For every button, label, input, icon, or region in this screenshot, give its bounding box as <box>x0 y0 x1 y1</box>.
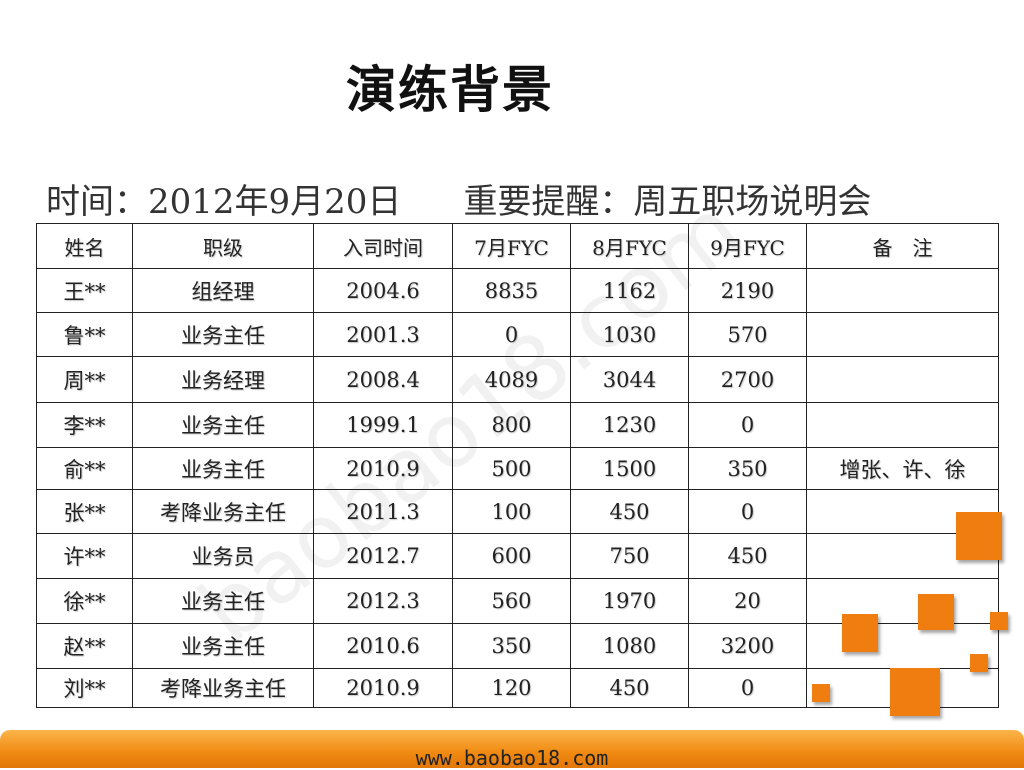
table-cell: 350 <box>452 623 571 669</box>
table-cell: 鲁** <box>36 312 133 357</box>
table-cell: 业务主任 <box>132 578 314 624</box>
table-cell: 4089 <box>452 356 571 403</box>
header-join-date: 入司时间 <box>313 223 453 269</box>
table-row: 刘** 考降业务主任 2010.9 120 450 0 <box>36 668 999 708</box>
table-cell: 500 <box>452 447 571 490</box>
decorative-square <box>918 594 954 630</box>
table-cell <box>806 268 999 313</box>
table-cell: 李** <box>36 402 133 448</box>
time-label: 时间：2012年9月20日 <box>46 182 402 222</box>
table-cell: 600 <box>452 533 571 579</box>
header-remarks: 备 注 <box>806 223 999 269</box>
decorative-square <box>970 654 988 672</box>
table-cell <box>806 402 999 448</box>
footer-url: www.baobao18.com <box>415 746 609 770</box>
table-cell: 1230 <box>570 402 689 448</box>
table-row: 俞** 业务主任 2010.9 500 1500 350 增张、许、徐 <box>36 447 999 490</box>
decorative-square <box>990 612 1008 630</box>
table-cell: 业务主任 <box>132 623 314 669</box>
decorative-square <box>842 614 878 652</box>
decorative-square <box>890 668 940 716</box>
table-cell: 2010.6 <box>313 623 453 669</box>
header-name: 姓名 <box>36 223 133 269</box>
table-cell <box>806 356 999 403</box>
table-cell: 2700 <box>688 356 807 403</box>
table-cell: 2010.9 <box>313 447 453 490</box>
table-cell: 业务经理 <box>132 356 314 403</box>
table-cell: 0 <box>688 668 807 708</box>
table-cell: 20 <box>688 578 807 624</box>
table-cell: 120 <box>452 668 571 708</box>
header-fyc-jul: 7月FYC <box>452 223 571 269</box>
table-cell: 1970 <box>570 578 689 624</box>
staff-table: 姓名 职级 入司时间 7月FYC 8月FYC 9月FYC 备 注 王** 组经理 2… <box>36 223 999 708</box>
table-cell: 王** <box>36 268 133 313</box>
page-title: 演练背景 <box>346 61 554 119</box>
table-cell: 业务主任 <box>132 402 314 448</box>
header-fyc-sep: 9月FYC <box>688 223 807 269</box>
header-rank: 职级 <box>132 223 314 269</box>
table-row: 周** 业务经理 2008.4 4089 3044 2700 <box>36 356 999 403</box>
table-cell <box>806 312 999 357</box>
table-cell: 2008.4 <box>313 356 453 403</box>
table-cell: 450 <box>570 668 689 708</box>
table-cell: 考降业务主任 <box>132 668 314 708</box>
table-cell: 业务主任 <box>132 312 314 357</box>
table-cell: 业务主任 <box>132 447 314 490</box>
table-cell <box>806 623 999 669</box>
table-row: 鲁** 业务主任 2001.3 0 1030 570 <box>36 312 999 357</box>
table-cell: 刘** <box>36 668 133 708</box>
decorative-square <box>812 684 830 702</box>
table-cell: 450 <box>570 489 689 534</box>
table-cell: 组经理 <box>132 268 314 313</box>
table-cell <box>806 578 999 624</box>
table-cell: 560 <box>452 578 571 624</box>
header-fyc-aug: 8月FYC <box>570 223 689 269</box>
table-cell: 3200 <box>688 623 807 669</box>
table-cell: 450 <box>688 533 807 579</box>
table-row: 徐** 业务主任 2012.3 560 1970 20 <box>36 578 999 624</box>
table-cell: 800 <box>452 402 571 448</box>
table-cell: 3044 <box>570 356 689 403</box>
info-line: 时间：2012年9月20日 重要提醒：周五职场说明会 <box>46 174 871 223</box>
table-cell: 0 <box>688 489 807 534</box>
table-row: 李** 业务主任 1999.1 800 1230 0 <box>36 402 999 448</box>
table-row: 王** 组经理 2004.6 8835 1162 2190 <box>36 268 999 313</box>
table-cell: 1999.1 <box>313 402 453 448</box>
table-cell: 8835 <box>452 268 571 313</box>
table-cell: 1080 <box>570 623 689 669</box>
table-cell: 周** <box>36 356 133 403</box>
reminder-label: 重要提醒：周五职场说明会 <box>463 182 872 222</box>
table-cell: 2012.7 <box>313 533 453 579</box>
table-cell: 2011.3 <box>313 489 453 534</box>
table-cell: 1030 <box>570 312 689 357</box>
table-cell: 许** <box>36 533 133 579</box>
table-cell: 0 <box>688 402 807 448</box>
table-cell: 2004.6 <box>313 268 453 313</box>
table-cell: 570 <box>688 312 807 357</box>
table-cell: 1500 <box>570 447 689 490</box>
table-cell: 750 <box>570 533 689 579</box>
table-cell: 100 <box>452 489 571 534</box>
table-cell: 0 <box>452 312 571 357</box>
table-cell: 增张、许、徐 <box>806 447 999 490</box>
table-row: 赵** 业务主任 2010.6 350 1080 3200 <box>36 623 999 669</box>
decorative-square <box>956 512 1002 560</box>
table-cell: 2010.9 <box>313 668 453 708</box>
table-cell: 徐** <box>36 578 133 624</box>
table-cell: 赵** <box>36 623 133 669</box>
table-cell: 2190 <box>688 268 807 313</box>
table-header-row: 姓名 职级 入司时间 7月FYC 8月FYC 9月FYC 备 注 <box>36 223 999 269</box>
table-cell: 俞** <box>36 447 133 490</box>
table-cell: 350 <box>688 447 807 490</box>
table-cell: 2012.3 <box>313 578 453 624</box>
table-cell: 张** <box>36 489 133 534</box>
table-cell: 考降业务主任 <box>132 489 314 534</box>
table-cell: 1162 <box>570 268 689 313</box>
footer-bar <box>0 730 1024 768</box>
table-row: 许** 业务员 2012.7 600 750 450 <box>36 533 999 579</box>
table-row: 张** 考降业务主任 2011.3 100 450 0 <box>36 489 999 534</box>
table-cell: 2001.3 <box>313 312 453 357</box>
table-cell: 业务员 <box>132 533 314 579</box>
